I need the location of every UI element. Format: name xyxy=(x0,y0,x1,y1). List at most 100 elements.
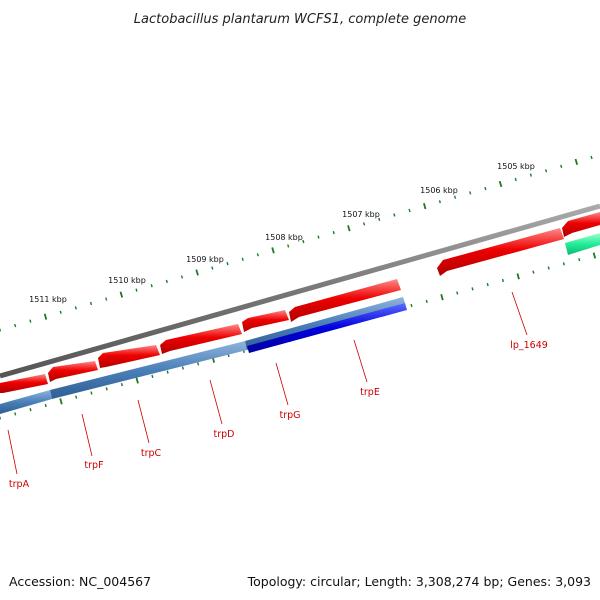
scale-ticks xyxy=(0,155,597,420)
inner-tick xyxy=(135,377,139,384)
outer-tick xyxy=(256,253,259,257)
outer-tick xyxy=(484,186,487,191)
gene-label-trpC[interactable]: trpC xyxy=(141,448,162,459)
topology-summary: Topology: circular; Length: 3,308,274 bp… xyxy=(247,574,591,589)
outer-tick xyxy=(165,279,168,284)
gene-feature-trpD[interactable] xyxy=(160,324,242,354)
inner-tick xyxy=(75,395,78,399)
inner-tick xyxy=(90,391,93,395)
other-feature[interactable] xyxy=(565,233,600,255)
kbp-label-1507: 1507 kbp xyxy=(342,210,380,219)
outer-tick xyxy=(514,177,517,182)
gene-label-trpE[interactable]: trpE xyxy=(360,387,380,398)
inner-tick xyxy=(516,273,520,280)
reverse-feature-1[interactable] xyxy=(0,390,52,414)
outer-tick xyxy=(408,208,411,213)
inner-tick xyxy=(410,303,413,308)
outer-tick xyxy=(135,288,138,292)
gene-feature-trpC[interactable] xyxy=(98,345,160,368)
inner-tick xyxy=(59,398,63,405)
outer-tick xyxy=(105,297,108,301)
forward-strand-features xyxy=(0,212,600,393)
inner-tick xyxy=(425,299,428,303)
inner-tick xyxy=(562,262,565,266)
inner-tick xyxy=(486,283,489,287)
inner-tick xyxy=(578,258,581,262)
kbp-label-1505: 1505 kbp xyxy=(497,162,535,171)
outer-tick xyxy=(438,200,441,204)
inner-tick xyxy=(440,294,444,301)
gene-label-trpD[interactable]: trpD xyxy=(214,429,235,440)
outer-tick xyxy=(453,195,457,199)
outer-tick xyxy=(378,217,381,221)
kbp-label-1508: 1508 kbp xyxy=(265,233,303,242)
outer-tick xyxy=(529,173,532,177)
outer-tick xyxy=(89,301,93,306)
outer-tick xyxy=(59,310,62,314)
inner-tick xyxy=(532,270,535,274)
gene-feature-lp-1649[interactable] xyxy=(437,228,564,276)
genome-backbone xyxy=(0,203,600,379)
inner-tick xyxy=(29,408,32,412)
outer-tick xyxy=(241,257,244,261)
gene-label-trpF[interactable]: trpF xyxy=(84,460,103,471)
outer-tick xyxy=(226,262,229,266)
outer-tick xyxy=(43,313,48,320)
gene-label-lp-1649[interactable]: lp_1649 xyxy=(510,340,548,351)
gene-feature-trpA[interactable] xyxy=(0,374,48,393)
outer-tick xyxy=(180,275,184,279)
outer-tick xyxy=(544,169,548,173)
outer-tick xyxy=(119,291,124,298)
outer-tick xyxy=(29,319,32,323)
inner-tick xyxy=(547,266,550,270)
gene-labels: trpA trpF trpC trpD trpG trpE lp_1649 xyxy=(7,291,548,490)
outer-tick xyxy=(150,284,153,288)
inner-tick xyxy=(166,370,169,374)
outer-tick xyxy=(469,191,472,195)
outer-tick xyxy=(332,231,335,235)
inner-tick xyxy=(181,366,184,370)
inner-tick xyxy=(44,403,47,408)
gene-feature-edge-forward[interactable] xyxy=(562,212,600,237)
accession-text: Accession: NC_004567 xyxy=(9,574,151,589)
inner-tick xyxy=(14,412,17,416)
outer-tick xyxy=(590,155,593,160)
gene-feature-trpE[interactable] xyxy=(289,279,401,322)
outer-tick xyxy=(560,164,563,168)
gene-label-trpA[interactable]: trpA xyxy=(9,479,30,490)
outer-tick xyxy=(393,213,396,217)
outer-tick xyxy=(498,180,503,188)
reverse-strand-features xyxy=(0,233,600,414)
inner-tick xyxy=(471,287,474,291)
outer-tick xyxy=(271,247,275,254)
kbp-label-1506: 1506 kbp xyxy=(420,186,458,195)
outer-tick xyxy=(317,235,320,239)
outer-tick xyxy=(302,239,305,244)
inner-tick xyxy=(105,387,108,391)
kbp-label-1509: 1509 kbp xyxy=(186,255,224,264)
outer-tick xyxy=(423,202,427,210)
outer-tick xyxy=(347,225,351,232)
reverse-feature-2[interactable] xyxy=(50,341,247,399)
gene-feature-trpF[interactable] xyxy=(48,361,98,382)
outer-tick xyxy=(74,306,77,310)
gene-feature-trpG[interactable] xyxy=(242,310,289,332)
outer-tick xyxy=(14,323,17,328)
gene-label-trpG[interactable]: trpG xyxy=(279,410,300,421)
reverse-feature-highlight[interactable] xyxy=(247,303,407,353)
outer-tick xyxy=(211,266,214,270)
outer-tick xyxy=(574,158,579,166)
inner-tick xyxy=(501,278,504,283)
scale-labels: 1511 kbp 1510 kbp 1509 kbp 1508 kbp 1507… xyxy=(29,162,535,304)
inner-tick xyxy=(197,362,200,366)
outer-tick xyxy=(362,222,366,226)
outer-tick xyxy=(195,269,199,276)
kbp-label-1511: 1511 kbp xyxy=(29,295,67,304)
inner-tick xyxy=(592,252,597,259)
kbp-label-1510: 1510 kbp xyxy=(108,276,146,285)
inner-tick xyxy=(151,374,154,378)
map-title: Lactobacillus plantarum WCFS1, complete … xyxy=(134,12,466,27)
inner-tick xyxy=(456,291,459,295)
inner-tick xyxy=(120,383,123,387)
